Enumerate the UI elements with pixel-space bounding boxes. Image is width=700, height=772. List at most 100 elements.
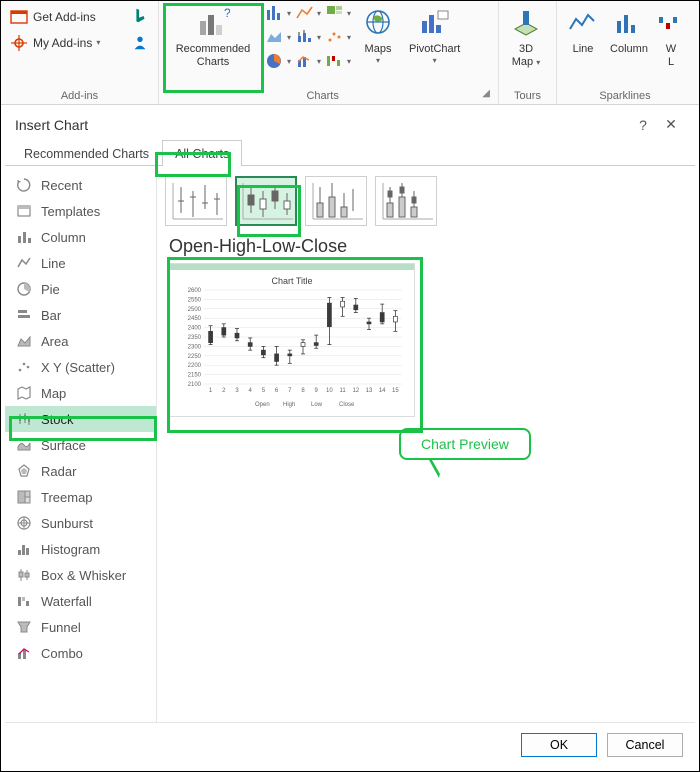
svg-text:10: 10 [326,388,333,394]
tab-recommended-charts[interactable]: Recommended Charts [11,140,162,166]
stock-subtype-1[interactable] [235,176,297,226]
ribbon-group-addins: Get Add-ins My Add-ins ▾ Add-ins [1,1,159,104]
gallery-combo-icon[interactable]: ▾ [295,51,321,71]
category-icon [15,176,33,194]
chart-gallery[interactable]: ▾ ▾ ▾ ▾ ▾ ▾ ▾ ▾ ▾ [265,3,353,73]
category-icon [15,306,33,324]
store-icon [9,7,29,27]
category-stock[interactable]: Stock [5,406,156,432]
stock-subtype-2[interactable] [305,176,367,226]
gallery-column-icon[interactable]: ▾ [265,3,291,23]
category-recent[interactable]: Recent [5,172,156,198]
category-label: Surface [41,438,86,453]
my-addins-button[interactable]: My Add-ins ▾ [5,31,104,55]
category-line[interactable]: Line [5,250,156,276]
category-icon [15,228,33,246]
ribbon: Get Add-ins My Add-ins ▾ Add-ins ? R [1,1,699,105]
category-label: Funnel [41,620,81,635]
svg-text:2200: 2200 [188,363,202,369]
svg-text:12: 12 [352,388,359,394]
get-addins-button[interactable]: Get Add-ins [5,5,100,29]
get-addins-label: Get Add-ins [33,10,96,24]
dialog-header: Insert Chart ? ✕ [5,110,695,139]
stock-subtype-3[interactable] [375,176,437,226]
category-icon [15,566,33,584]
dialog-close-button[interactable]: ✕ [657,116,685,133]
category-combo[interactable]: Combo [5,640,156,666]
sparkline-line-icon [566,7,600,41]
recommended-charts-label-1: Recommended [176,43,251,56]
gallery-area-icon[interactable]: ▾ [265,27,291,47]
category-x-y-scatter-[interactable]: X Y (Scatter) [5,354,156,380]
my-addins-label: My Add-ins [33,36,92,50]
category-templates[interactable]: Templates [5,198,156,224]
gallery-line-icon[interactable]: ▾ [295,3,321,23]
tab-all-charts[interactable]: All Charts [162,140,242,166]
chevron-down-icon: ▾ [96,38,100,48]
addin-icon [9,33,29,53]
gallery-hierarchy-icon[interactable]: ▾ [325,3,351,23]
bing-icon[interactable] [131,7,149,30]
category-map[interactable]: Map [5,380,156,406]
category-funnel[interactable]: Funnel [5,614,156,640]
category-icon [15,384,33,402]
ok-button[interactable]: OK [521,733,597,757]
svg-text:Low: Low [311,402,323,408]
dialog-title: Insert Chart [15,117,88,133]
cancel-button[interactable]: Cancel [607,733,683,757]
svg-text:Open: Open [255,402,270,408]
category-pie[interactable]: Pie [5,276,156,302]
3d-map-button[interactable]: 3D Map ▾ [503,3,549,73]
category-treemap[interactable]: Treemap [5,484,156,510]
category-histogram[interactable]: Histogram [5,536,156,562]
sparkline-wl-label-2: L [668,56,674,69]
dialog-main: Open-High-Low-Close Chart Title210021502… [157,166,695,722]
sparkline-column-label: Column [610,43,648,56]
ribbon-group-charts-label: Charts [163,88,482,104]
category-label: Bar [41,308,61,323]
category-box-whisker[interactable]: Box & Whisker [5,562,156,588]
category-icon [15,462,33,480]
charts-dialog-launcher-icon[interactable]: ◢ [482,88,494,104]
recommended-charts-icon: ? [196,7,230,41]
sparkline-winloss-button[interactable]: W L [653,3,689,73]
pivotchart-button[interactable]: PivotChart▾ [403,3,466,70]
ribbon-group-sparklines-label: Sparklines [561,88,689,104]
sparkline-line-label: Line [573,43,594,56]
category-radar[interactable]: Radar [5,458,156,484]
gallery-pie-icon[interactable]: ▾ [265,51,291,71]
category-label: Area [41,334,68,349]
category-column[interactable]: Column [5,224,156,250]
people-icon[interactable] [131,33,149,56]
svg-text:2150: 2150 [188,373,202,379]
gallery-scatter-icon[interactable]: ▾ [325,27,351,47]
category-sunburst[interactable]: Sunburst [5,510,156,536]
3d-map-icon [509,7,543,41]
recommended-charts-button[interactable]: ? Recommended Charts [163,3,263,73]
sparkline-column-button[interactable]: Column [607,3,651,60]
chart-category-list: RecentTemplatesColumnLine Pie Bar Area X Y (… [5,166,157,722]
pivotchart-icon [418,7,452,41]
sparkline-line-button[interactable]: Line [561,3,605,60]
category-icon [15,644,33,662]
svg-text:15: 15 [392,388,399,394]
category-bar[interactable]: Bar [5,302,156,328]
category-label: Sunburst [41,516,93,531]
category-icon [15,592,33,610]
svg-text:2600: 2600 [188,288,202,294]
category-label: Pie [41,282,60,297]
svg-text:Close: Close [339,402,355,408]
stock-subtype-0[interactable] [165,176,227,226]
dialog-help-button[interactable]: ? [629,117,657,133]
3d-map-label-1: 3D [519,43,533,56]
category-surface[interactable]: Surface [5,432,156,458]
gallery-statistic-icon[interactable]: ▾ [295,27,321,47]
svg-text:2250: 2250 [188,354,202,360]
svg-text:Chart Title: Chart Title [271,276,312,286]
svg-text:2500: 2500 [188,307,202,313]
gallery-waterfall-icon[interactable]: ▾ [325,51,351,71]
globe-icon [361,7,395,41]
category-waterfall[interactable]: Waterfall [5,588,156,614]
category-area[interactable]: Area [5,328,156,354]
maps-button[interactable]: Maps▾ [355,3,401,70]
